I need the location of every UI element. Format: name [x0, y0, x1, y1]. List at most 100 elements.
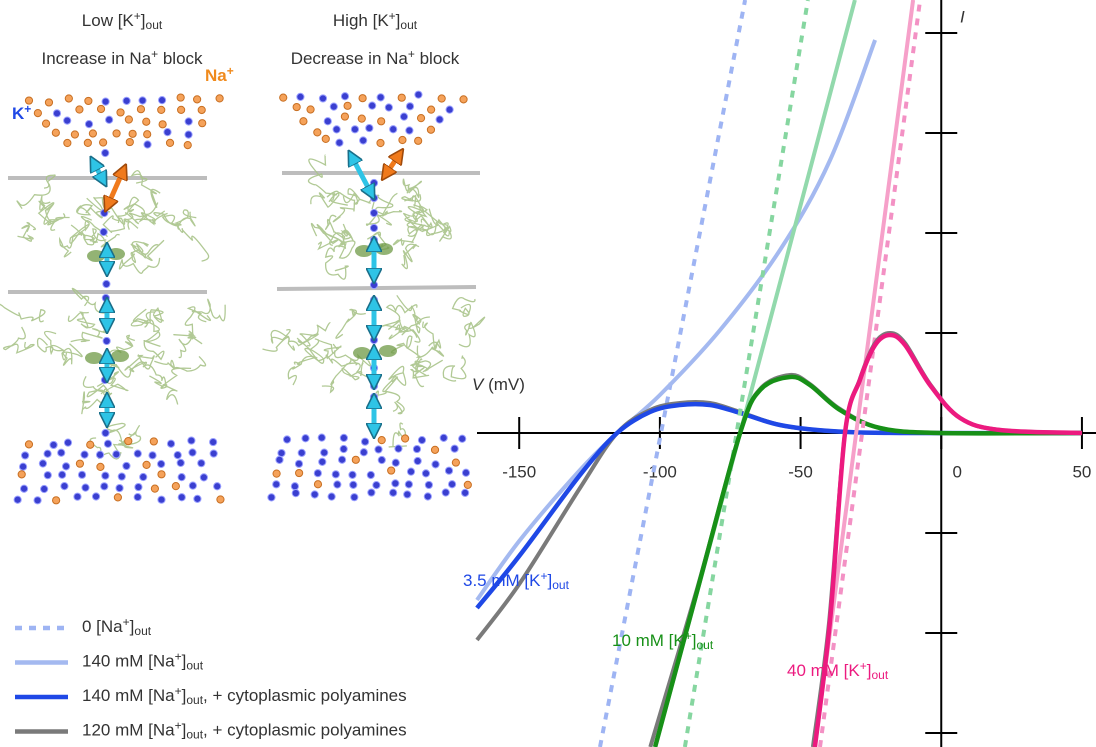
potassium-ion [298, 449, 305, 456]
potassium-ion [104, 440, 111, 447]
sodium-ion [126, 138, 133, 145]
potassium-ion [44, 450, 51, 457]
sodium-ion [460, 96, 467, 103]
potassium-ion [101, 483, 108, 490]
potassium-ion [445, 467, 452, 474]
potassium-ion [50, 441, 57, 448]
legend-label: 0 [Na+]out [82, 615, 152, 638]
protein-coil [329, 193, 355, 222]
sodium-ion [280, 94, 287, 101]
sodium-ion [314, 129, 321, 136]
text-segment: + [389, 9, 396, 23]
potassium-ion [278, 449, 285, 456]
potassium-ion [174, 451, 181, 458]
potassium-ion [418, 436, 425, 443]
potassium-ion [101, 376, 108, 383]
iv-curve [820, 0, 920, 747]
potassium-ion [210, 450, 217, 457]
sodium-ion [87, 441, 94, 448]
potassium-ion [134, 450, 141, 457]
sodium-ion [150, 438, 157, 445]
potassium-ion [370, 281, 377, 288]
sodium-ion [97, 105, 104, 112]
text-segment: + [860, 659, 867, 673]
text-segment: (mV) [483, 375, 525, 394]
text-segment: out [146, 18, 163, 32]
potassium-ion [360, 449, 367, 456]
text-segment: 0 [Na [82, 617, 123, 636]
iv-plot: -150-100-50050V (mV)I3.5 mM [K+]out10 mM… [15, 0, 1096, 747]
sodium-ion [76, 106, 83, 113]
potassium-ion [144, 141, 151, 148]
potassium-ion [167, 440, 174, 447]
sodium-ion [464, 481, 471, 488]
sodium-ion [129, 130, 136, 137]
potassium-ion [103, 337, 110, 344]
protein-coil [18, 223, 36, 242]
protein-coil [288, 356, 315, 385]
x-axis-label: V (mV) [472, 375, 525, 394]
text-segment: + [227, 64, 234, 78]
potassium-ion [340, 445, 347, 452]
sodium-ion [45, 99, 52, 106]
potassium-ion [139, 97, 146, 104]
potassium-ion [292, 490, 299, 497]
text-segment: , + cytoplasmic polyamines [203, 721, 407, 740]
potassium-ion [273, 481, 280, 488]
sodium-ion [300, 118, 307, 125]
sodium-ion [97, 463, 104, 470]
potassium-ion [297, 93, 304, 100]
potassium-ion [64, 117, 71, 124]
sodium-ion [427, 126, 434, 133]
text-segment: Decrease in Na [291, 49, 409, 68]
sodium-ion [53, 497, 60, 504]
protein-helix [111, 350, 129, 362]
sodium-ion [144, 131, 151, 138]
potassium-ion [328, 493, 335, 500]
potassium-ion [92, 493, 99, 500]
potassium-ion [351, 126, 358, 133]
protein-coil [68, 312, 94, 328]
potassium-ion [390, 126, 397, 133]
text-segment: out [186, 727, 203, 741]
protein-coil [4, 327, 34, 353]
text-segment: 10 mM [K [612, 631, 685, 650]
sodium-ion [178, 106, 185, 113]
text-segment: out [872, 668, 889, 682]
sodium-ion [217, 496, 224, 503]
protein-coil [38, 331, 64, 353]
potassium-ion [406, 127, 413, 134]
sodium-ion [34, 110, 41, 117]
text-segment: out [697, 638, 714, 652]
potassium-ion [314, 470, 321, 477]
potassium-ion [336, 139, 343, 146]
sodium-ion [18, 471, 25, 478]
sodium-ion [307, 106, 314, 113]
x-tick-label: -100 [643, 462, 677, 481]
potassium-ion [400, 113, 407, 120]
sodium-ion [52, 129, 59, 136]
potassium-ion [149, 452, 156, 459]
potassium-ion [185, 118, 192, 125]
text-segment: out [186, 658, 203, 672]
sodium-ion [428, 106, 435, 113]
potassium-ion [361, 438, 368, 445]
potassium-ion [102, 149, 109, 156]
potassium-ion [134, 493, 141, 500]
potassium-ion [268, 494, 275, 501]
sodium-ion [100, 139, 107, 146]
sodium-ion [199, 120, 206, 127]
protein-coil [380, 320, 416, 338]
text-segment: 120 mM [Na [82, 721, 175, 740]
protein-coil [17, 175, 55, 209]
text-segment: + [24, 102, 31, 116]
potassium-ion [103, 280, 110, 287]
sodium-ion [398, 94, 405, 101]
protein-structure [0, 171, 225, 459]
potassium-ion [377, 94, 384, 101]
protein-coil [443, 356, 465, 382]
potassium-ion [22, 452, 29, 459]
potassium-ion [311, 491, 318, 498]
potassium-ion [370, 209, 377, 216]
potassium-ion [436, 116, 443, 123]
